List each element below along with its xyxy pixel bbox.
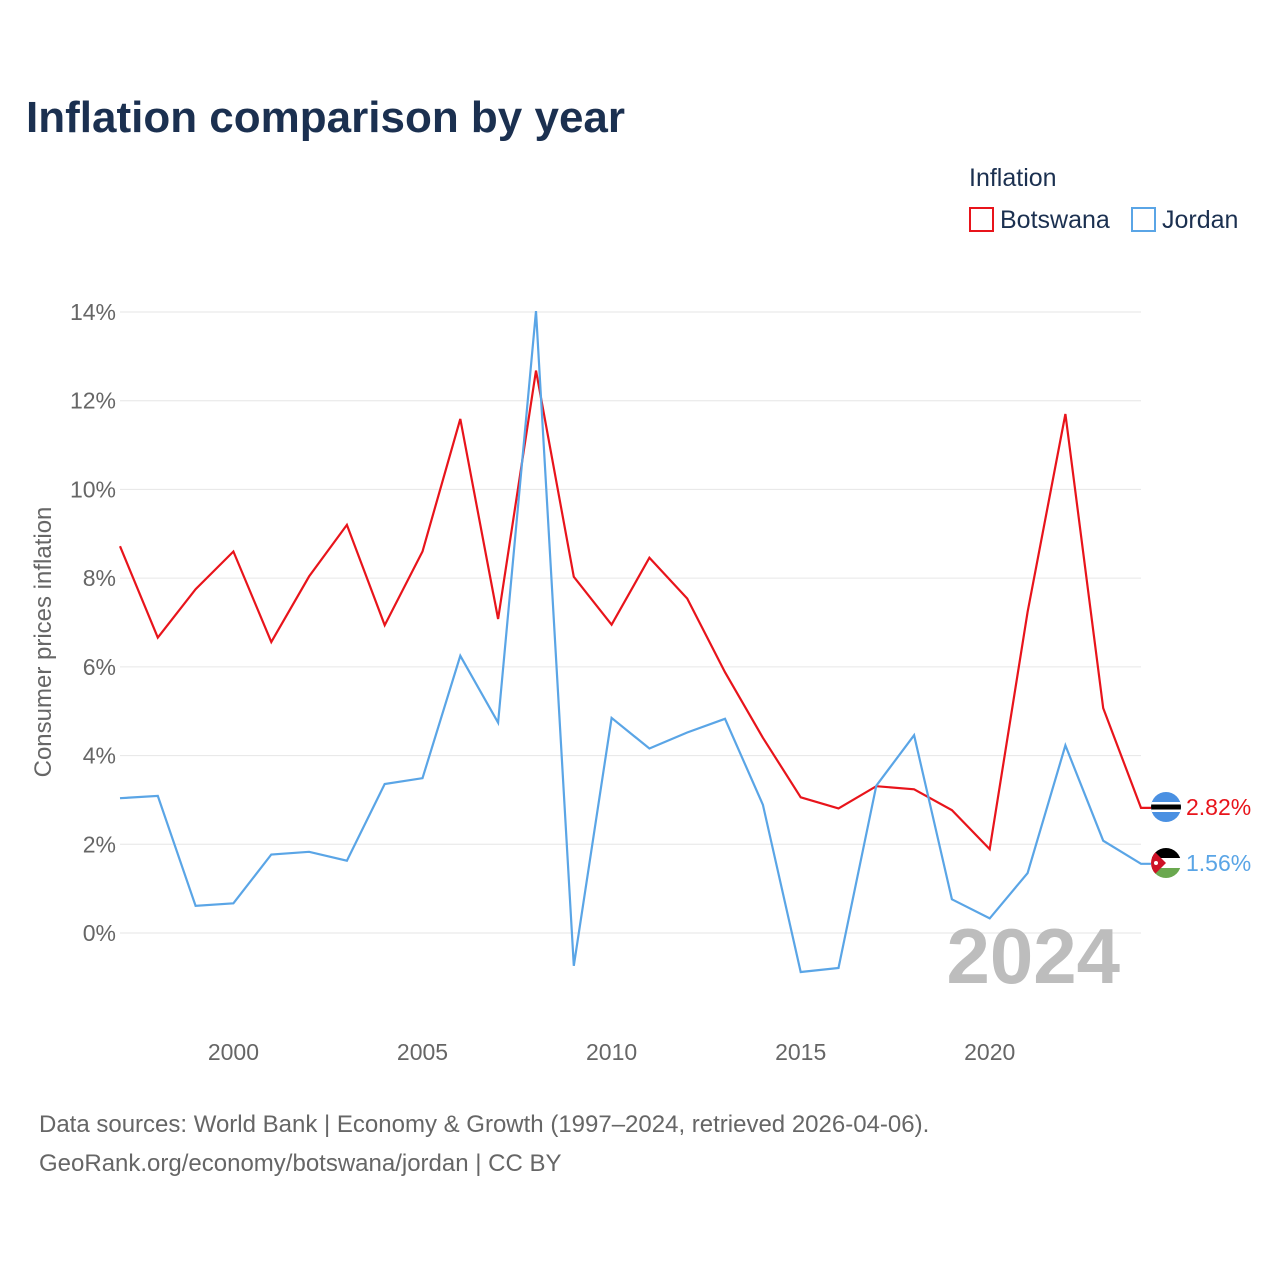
botswana-flag <box>1151 792 1181 822</box>
legend-swatch-jordan[interactable] <box>1131 207 1156 232</box>
series-line-jordan[interactable] <box>119 310 1151 974</box>
series-lines <box>118 310 1151 974</box>
source-line-1: Data sources: World Bank | Economy & Gro… <box>39 1111 929 1138</box>
y-tick-label: 14% <box>70 299 116 325</box>
legend-label-botswana[interactable]: Botswana <box>1000 206 1110 234</box>
x-tick-label: 2020 <box>964 1039 1015 1065</box>
series-line-botswana[interactable] <box>118 370 1151 852</box>
y-tick-label: 0% <box>83 920 116 946</box>
y-tick-label: 8% <box>83 565 116 591</box>
legend-title: Inflation <box>969 164 1057 192</box>
end-label-botswana: 2.82% <box>1186 794 1251 820</box>
source-line-2[interactable]: GeoRank.org/economy/botswana/jordan | CC… <box>39 1150 562 1177</box>
x-axis-ticks: 2000 2005 2010 2015 2020 <box>208 1039 1015 1065</box>
year-watermark: 2024 <box>946 912 1120 1000</box>
gridlines <box>120 311 1141 934</box>
x-tick-label: 2000 <box>208 1039 259 1065</box>
y-axis-ticks: 0% 2% 4% 6% 8% 10% 12% 14% <box>70 299 116 946</box>
legend: Inflation Botswana Jordan <box>969 164 1238 234</box>
legend-label-jordan[interactable]: Jordan <box>1162 206 1238 234</box>
chart-title: Inflation comparison by year <box>26 93 625 142</box>
y-tick-label: 4% <box>83 743 116 769</box>
y-tick-label: 12% <box>70 388 116 414</box>
x-tick-label: 2015 <box>775 1039 826 1065</box>
y-tick-label: 10% <box>70 476 116 502</box>
x-tick-label: 2010 <box>586 1039 637 1065</box>
y-axis-label: Consumer prices inflation <box>30 507 57 778</box>
x-tick-label: 2005 <box>397 1039 448 1065</box>
jordan-flag <box>1151 848 1181 878</box>
y-tick-label: 2% <box>83 831 116 857</box>
legend-swatch-botswana[interactable] <box>969 207 994 232</box>
end-label-jordan: 1.56% <box>1186 850 1251 876</box>
y-tick-label: 6% <box>83 654 116 680</box>
